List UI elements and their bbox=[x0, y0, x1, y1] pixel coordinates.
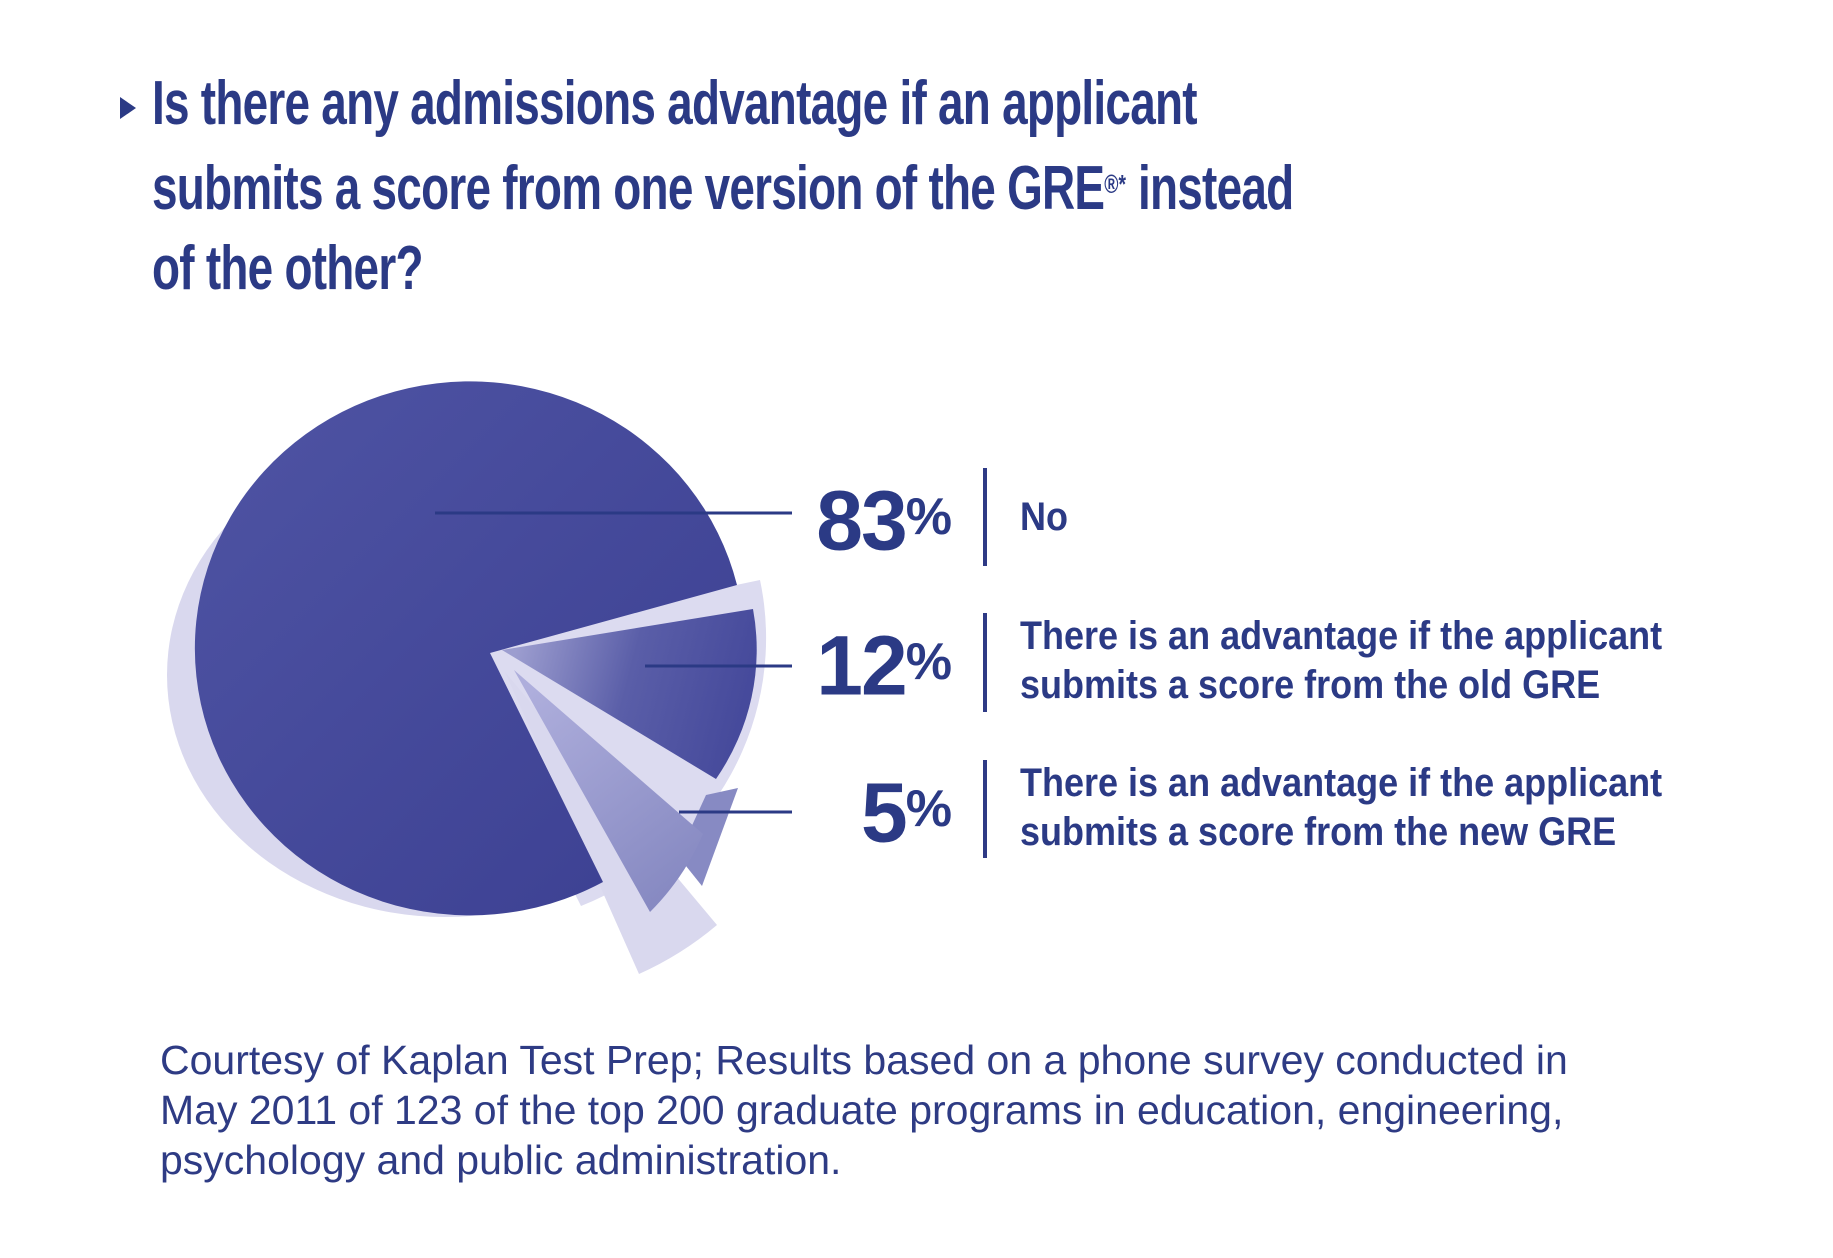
title-text-part2: instead of the other? bbox=[152, 154, 1294, 304]
legend-label-12: There is an advantage if the applicant s… bbox=[1020, 614, 1663, 707]
page-title: Is there any admissions advantage if an … bbox=[152, 64, 1294, 309]
pie-slice-12 bbox=[502, 609, 757, 779]
percent-number-5: 5 bbox=[860, 765, 908, 860]
pie-slice-5 bbox=[514, 670, 703, 912]
percent-value-5: 5% bbox=[690, 760, 952, 860]
percent-number-12: 12 bbox=[816, 618, 907, 713]
pie-slice-83 bbox=[194, 381, 737, 916]
percent-sign-83: % bbox=[905, 488, 952, 546]
legend-divider-5 bbox=[983, 760, 987, 858]
percent-value-83: 83% bbox=[690, 468, 952, 568]
percent-value-12: 12% bbox=[690, 613, 952, 713]
legend-divider-12 bbox=[983, 613, 987, 712]
legend-label-83: No bbox=[1020, 495, 1068, 539]
title-text-part1: Is there any admissions advantage if an … bbox=[152, 69, 1198, 224]
percent-number-83: 83 bbox=[816, 473, 907, 568]
legend-divider-83 bbox=[983, 468, 987, 566]
title-registered-superscript: ®* bbox=[1104, 169, 1126, 199]
percent-sign-12: % bbox=[905, 633, 952, 691]
legend-label-5: There is an advantage if the applicant s… bbox=[1020, 761, 1663, 854]
source-note: Courtesy of Kaplan Test Prep; Results ba… bbox=[160, 1037, 1568, 1183]
percent-sign-5: % bbox=[905, 780, 952, 838]
title-bullet-icon bbox=[120, 97, 136, 119]
